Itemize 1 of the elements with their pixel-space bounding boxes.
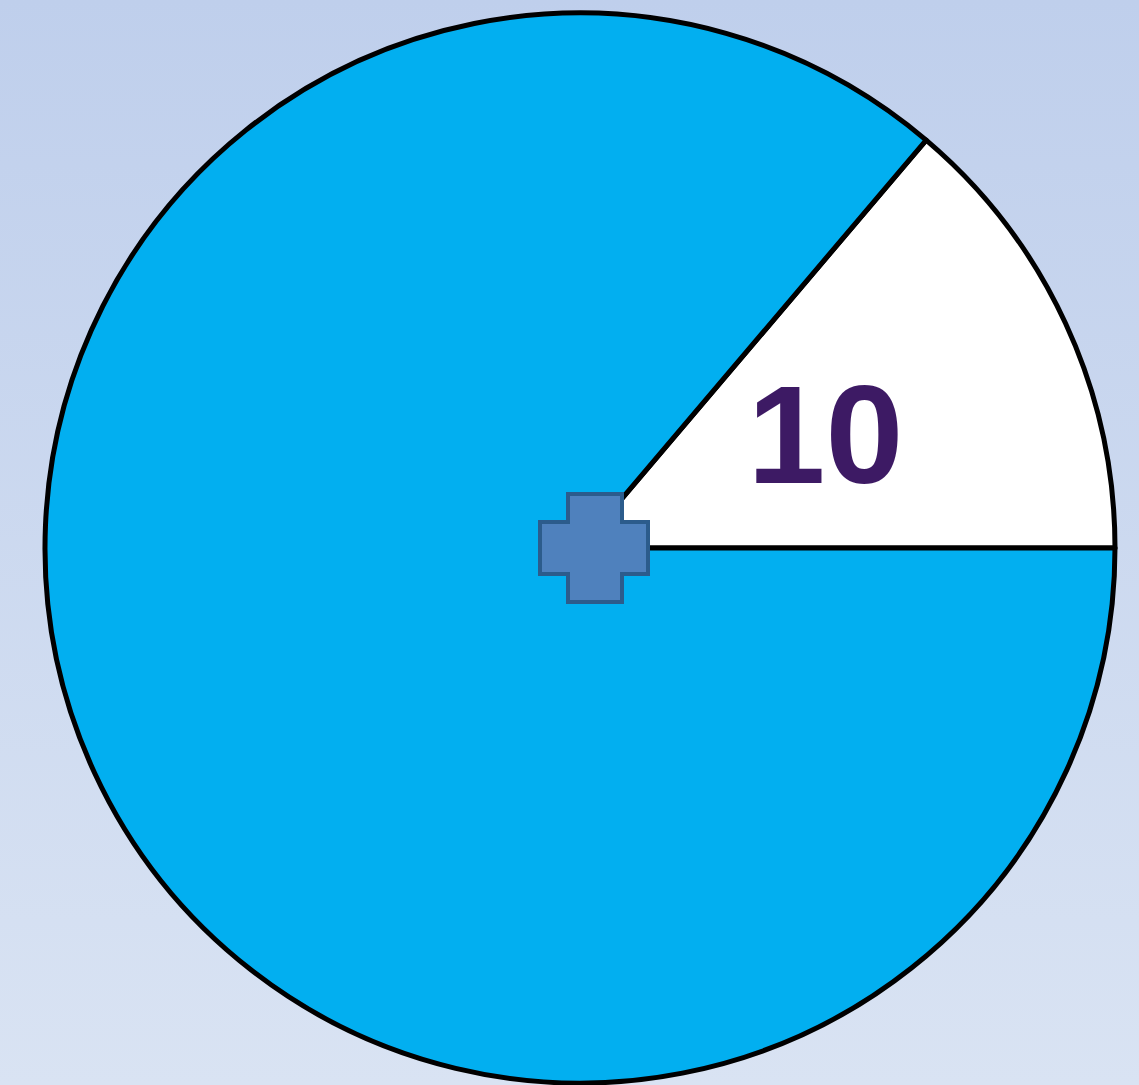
slice-label: 10 — [747, 355, 904, 513]
